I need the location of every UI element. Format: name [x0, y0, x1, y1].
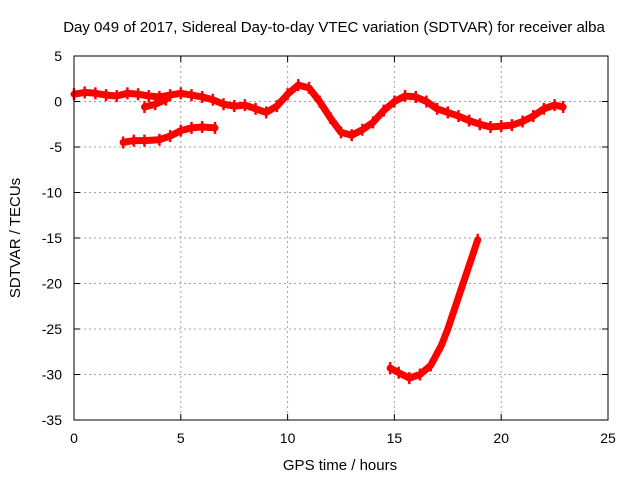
series-small-segment [141, 93, 170, 113]
grid-lines [74, 56, 608, 420]
y-tick-label: -10 [42, 185, 62, 201]
x-tick-label: 25 [600, 430, 616, 446]
y-tick-label: 5 [54, 48, 62, 64]
y-axis-label: SDTVAR / TECUs [7, 178, 24, 298]
y-tick-label: -35 [42, 412, 62, 428]
plot-data [70, 79, 567, 385]
x-tick-label: 20 [493, 430, 509, 446]
y-tick-label: -30 [42, 367, 62, 383]
y-tick-label: -25 [42, 321, 62, 337]
series-main-band [70, 79, 567, 142]
x-tick-label: 10 [280, 430, 296, 446]
y-tick-label: -20 [42, 276, 62, 292]
x-tick-label: 5 [177, 430, 185, 446]
y-tick-label: -5 [50, 139, 63, 155]
series-steep-rise [386, 233, 482, 385]
x-axis-label: GPS time / hours [283, 457, 397, 474]
series-line [386, 236, 482, 382]
axis-ticks: 0 5 10 15 20 25 5 0 -5 -10 -15 -20 -25 -30 -35 [42, 48, 616, 446]
y-tick-label: 0 [54, 94, 62, 110]
series-lower-early-arc [119, 120, 219, 149]
x-tick-label: 0 [70, 430, 78, 446]
y-tick-label: -15 [42, 230, 62, 246]
chart-title: Day 049 of 2017, Sidereal Day-to-day VTE… [63, 19, 605, 36]
x-tick-label: 15 [387, 430, 403, 446]
